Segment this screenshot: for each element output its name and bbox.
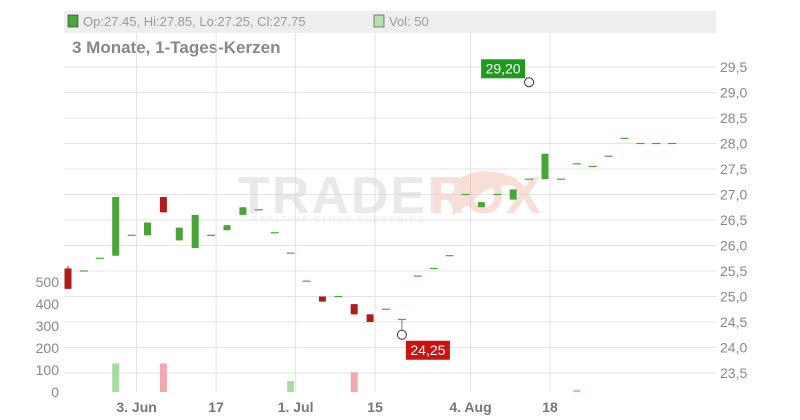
price-tick-label: 25,0: [720, 289, 747, 305]
min-label-text: 24,25: [410, 342, 445, 358]
price-legend-text: Op:27.45, Hi:27.85, Lo:27.25, Cl:27.75: [83, 14, 306, 29]
volume-legend-swatch: [373, 14, 385, 28]
volume-tick-label: 0: [51, 384, 59, 400]
candle-body: [144, 222, 151, 236]
candle-body: [191, 214, 199, 249]
watermark-tagline: REALTIME STOCK SCREENING: [252, 215, 426, 224]
min-marker: [396, 329, 407, 340]
candle-body: [350, 304, 358, 315]
volume-tick-label: 100: [36, 362, 60, 378]
tradefox-watermark: TRADER FOX REALTIME STOCK SCREENING: [238, 167, 541, 225]
price-tick-label: 29,5: [720, 59, 747, 75]
volume-bar: [112, 363, 120, 392]
fox-tail-icon: [452, 171, 528, 216]
price-tick-label: 25,5: [720, 263, 747, 279]
price-tick-label: 29,0: [720, 85, 747, 101]
x-tick-label: 18: [542, 399, 558, 415]
volume-bar: [573, 389, 581, 392]
candle-body: [175, 227, 183, 241]
x-tick-label: 1. Jul: [278, 399, 314, 415]
candles: [64, 137, 677, 335]
x-axis: 3. Jun 17 1. Jul 15 4. Aug 18: [116, 399, 558, 415]
volume-bar: [287, 381, 295, 392]
x-tick-label: 3. Jun: [116, 399, 156, 415]
price-axis: 23,5 24,0 24,5 25,0 25,5 26,0 26,5 27,0 27,5 28,0…: [720, 59, 747, 381]
candle-body: [223, 225, 231, 231]
price-tick-label: 24,5: [720, 314, 747, 330]
volume-bars: [112, 363, 581, 392]
candle-body: [366, 314, 374, 322]
volume-tick-label: 400: [36, 296, 60, 312]
annotations: 29,20 24,25: [396, 59, 535, 360]
candle-body: [112, 197, 120, 256]
chart-subtitle: 3 Monate, 1-Tages-Kerzen: [72, 38, 280, 57]
candle-body: [541, 153, 549, 180]
price-tick-label: 23,5: [720, 365, 747, 381]
candle-body: [239, 207, 247, 215]
price-tick-label: 28,0: [720, 136, 747, 152]
x-tick-label: 4. Aug: [449, 399, 491, 415]
price-tick-label: 24,0: [720, 340, 747, 356]
volume-bar: [159, 363, 167, 392]
max-label-text: 29,20: [486, 60, 521, 76]
volume-tick-label: 300: [36, 318, 60, 334]
price-tick-label: 27,0: [720, 187, 747, 203]
candle-body: [64, 268, 72, 289]
price-tick-label: 26,5: [720, 212, 747, 228]
price-tick-label: 28,5: [720, 110, 747, 126]
x-tick-label: 15: [367, 399, 383, 415]
volume-tick-label: 200: [36, 340, 60, 356]
price-legend-swatch: [67, 14, 79, 28]
legend-bar: [64, 11, 716, 33]
min-label-box: [405, 340, 450, 360]
grid-lines: [64, 33, 716, 392]
watermark-brand-left: TRADER: [238, 167, 467, 225]
volume-bar: [350, 372, 358, 392]
volume-axis: 0 100 200 300 400 500: [36, 274, 60, 400]
volume-legend-text: Vol: 50: [389, 14, 429, 29]
candle-body: [477, 202, 485, 208]
x-tick-label: 17: [208, 399, 224, 415]
volume-tick-label: 500: [36, 274, 60, 290]
candle-body: [159, 197, 167, 213]
max-marker: [524, 77, 535, 88]
candle-body: [509, 189, 517, 200]
max-label-box: [481, 59, 526, 79]
price-tick-label: 26,0: [720, 238, 747, 254]
candle-body: [318, 296, 326, 302]
price-tick-label: 27,5: [720, 161, 747, 177]
